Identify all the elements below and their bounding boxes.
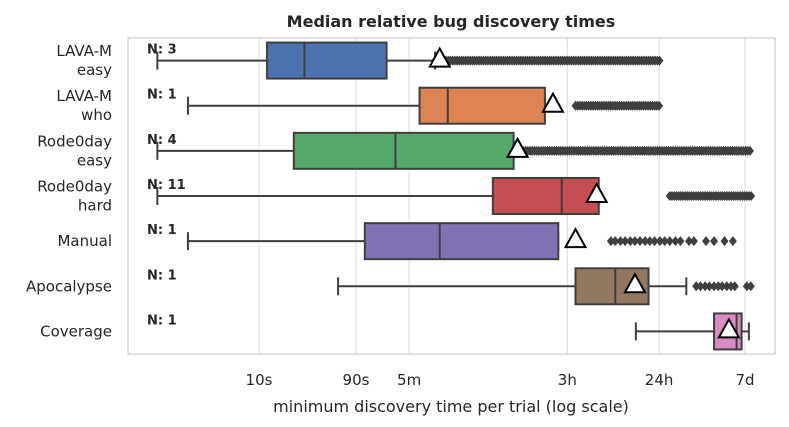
category-label: hard: [78, 197, 112, 215]
iqr-box: [266, 41, 388, 80]
category-label: easy: [77, 151, 112, 169]
outlier-point: [626, 236, 635, 247]
outlier-point: [655, 236, 664, 247]
outlier-point: [742, 281, 751, 292]
outlier-point: [702, 236, 711, 247]
outlier-point: [655, 55, 664, 66]
x-tick-label: 24h: [645, 371, 674, 389]
x-tick-label: 7d: [735, 371, 754, 389]
outlier-point: [665, 236, 674, 247]
outlier-point: [710, 281, 719, 292]
outlier-point: [696, 281, 705, 292]
outlier-point: [718, 281, 727, 292]
outliers: [431, 55, 664, 66]
outlier-point: [641, 236, 650, 247]
category-label: Coverage: [40, 322, 112, 340]
x-tick-label: 10s: [246, 371, 273, 389]
box-group: N: 1: [147, 86, 664, 125]
outlier-point: [660, 236, 669, 247]
outlier-point: [747, 191, 756, 201]
outlier-point: [655, 100, 664, 111]
outlier-point: [676, 236, 685, 247]
n-label: N: 1: [147, 313, 177, 328]
mean-marker: [584, 181, 609, 203]
outlier-point: [621, 236, 630, 247]
outliers: [571, 100, 664, 111]
outlier-point: [730, 281, 739, 292]
outlier-point: [710, 236, 719, 247]
x-tick-labels: 10s 90s 5m 3h 24h 7d: [246, 371, 755, 389]
outliers: [517, 145, 755, 156]
outlier-point: [705, 281, 714, 292]
outlier-point: [606, 236, 615, 247]
category-label: easy: [77, 61, 112, 79]
n-label: N: 1: [147, 268, 177, 283]
category-label: LAVA-M: [56, 42, 112, 60]
outlier-point: [692, 281, 701, 292]
outlier-point: [630, 236, 639, 247]
outlier-point: [746, 281, 755, 292]
n-label: N: 1: [147, 223, 177, 238]
mean-marker: [541, 91, 565, 113]
category-label: Rode0day: [37, 132, 112, 150]
chart-title: Median relative bug discovery times: [287, 12, 616, 31]
outlier-point: [645, 236, 654, 247]
outliers: [606, 236, 737, 247]
box-group: N: 1: [147, 222, 737, 261]
outlier-point: [728, 236, 737, 247]
box-group: N: 11: [147, 177, 756, 215]
iqr-box: [363, 222, 560, 261]
outlier-point: [611, 236, 620, 247]
mean-marker: [505, 136, 530, 158]
category-labels: LAVA-MeasyLAVA-MwhoRode0dayeasyRode0dayh…: [26, 42, 112, 340]
box-group: N: 4: [147, 131, 755, 170]
outlier-point: [689, 236, 698, 247]
mean-marker: [563, 227, 588, 249]
n-label: N: 11: [147, 178, 186, 193]
outlier-point: [746, 145, 755, 156]
plot-frame: [127, 37, 776, 355]
category-label: Apocalypse: [26, 277, 112, 295]
box-group: N: 1: [147, 312, 750, 351]
iqr-box: [418, 86, 546, 125]
category-label: who: [81, 106, 112, 124]
iqr-box: [491, 177, 600, 215]
category-label: LAVA-M: [56, 87, 112, 105]
box-group: N: 3: [147, 41, 664, 80]
mean-marker: [717, 317, 741, 339]
outliers: [692, 281, 755, 292]
mean-marker: [623, 272, 647, 294]
outlier-point: [671, 236, 680, 247]
n-label: N: 3: [147, 43, 177, 58]
outliers: [665, 191, 756, 201]
outlier-point: [650, 236, 659, 247]
outlier-point: [720, 236, 729, 247]
outlier-point: [701, 281, 710, 292]
boxes: N: 3 N: 1 N: 4 N: 11 N: 1 N: 1 N: 1: [147, 41, 756, 351]
x-tick-label: 5m: [397, 371, 421, 389]
x-tick-label: 3h: [558, 371, 577, 389]
box-group: N: 1: [147, 267, 755, 306]
iqr-box: [292, 131, 515, 170]
n-label: N: 4: [147, 133, 177, 148]
mean-marker: [428, 46, 452, 68]
outlier-point: [616, 236, 625, 247]
x-axis-label: minimum discovery time per trial (log sc…: [273, 397, 629, 416]
outlier-point: [684, 236, 693, 247]
outlier-point: [635, 236, 644, 247]
category-label: Manual: [57, 232, 112, 250]
category-label: Rode0day: [37, 178, 112, 196]
x-tick-label: 90s: [343, 371, 370, 389]
n-label: N: 1: [147, 88, 177, 103]
outlier-point: [722, 281, 731, 292]
